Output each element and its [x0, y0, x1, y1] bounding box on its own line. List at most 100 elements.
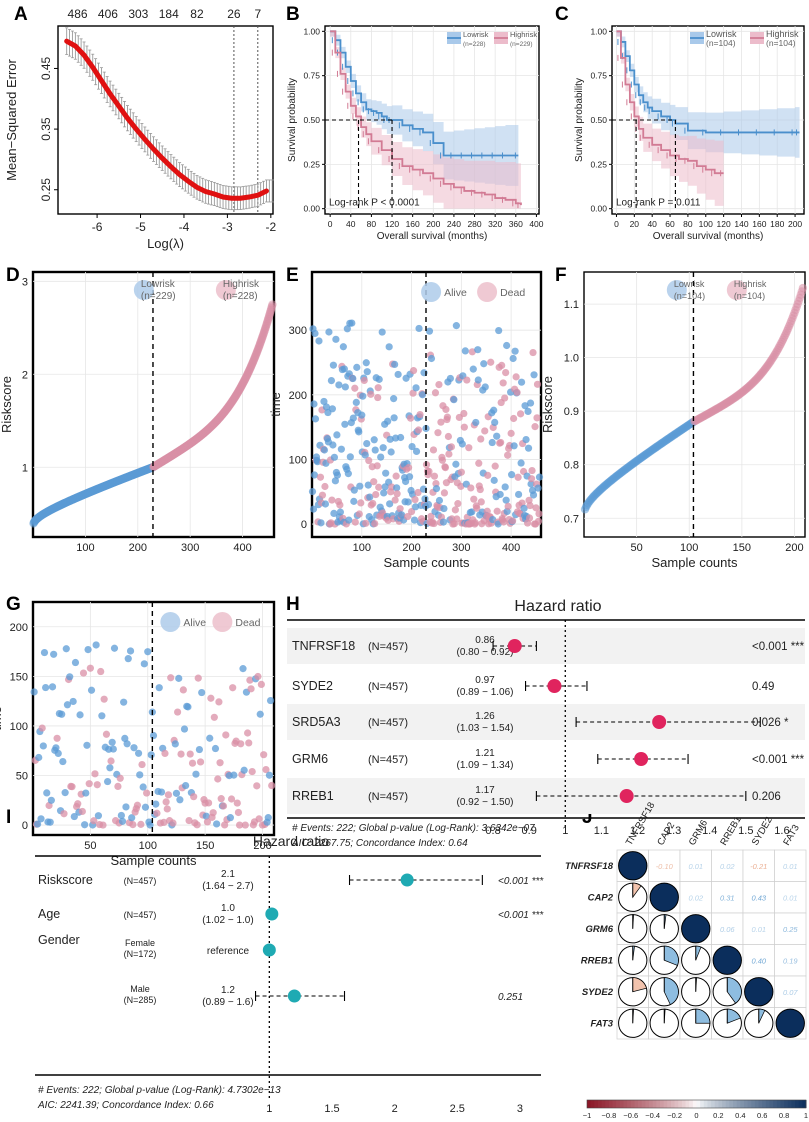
sample-point [81, 821, 89, 829]
sample-point [268, 781, 276, 790]
sample-point [501, 394, 509, 402]
colorbar-segment [787, 1100, 792, 1108]
sample-point [346, 453, 354, 461]
colorbar-segment [641, 1100, 646, 1108]
corr-cell [648, 849, 681, 882]
sample-point [256, 710, 264, 718]
top-axis-label: 82 [190, 7, 204, 21]
corr-cell [774, 975, 807, 1008]
sample-point [128, 814, 136, 822]
x-tick-label: 160 [752, 219, 766, 229]
x-tick-label: 3 [517, 1103, 523, 1115]
sample-point [92, 641, 100, 649]
corr-cell [742, 944, 775, 977]
x-tick-label: 1.3 [666, 825, 681, 837]
sample-point [411, 503, 420, 511]
x-tick-label: 150 [733, 542, 751, 554]
y-axis-title: Riskscore [0, 376, 14, 433]
sample-size: (N=285) [124, 995, 157, 1005]
sample-point [315, 337, 323, 345]
sample-point [501, 483, 509, 491]
x-tick-label: 2 [392, 1103, 398, 1115]
sample-point [351, 384, 359, 392]
colorbar-segment [802, 1100, 807, 1108]
sample-point [70, 812, 78, 821]
sample-point [415, 324, 423, 333]
colorbar-segment [594, 1100, 599, 1108]
sample-point [160, 818, 168, 827]
panel-h-forest: Hazard ratio TNFRSF18 (N=457) 0.86(0.80 − 0… [287, 598, 805, 849]
sample-point [391, 496, 399, 504]
sample-point [171, 740, 179, 748]
sample-point [496, 490, 504, 499]
sample-point [186, 750, 194, 758]
sample-point [386, 500, 394, 508]
covariate-name: Gender [38, 933, 80, 947]
sample-point [102, 730, 111, 738]
corr-coefficient: 0.25 [783, 925, 798, 934]
hr-point [287, 989, 301, 1003]
panel-f-riskscore: 50 100 150 200 0.7 0.8 0.9 1.0 1.1 Lowrisk (n=104)… [540, 271, 808, 570]
x-tick-label: 140 [734, 219, 748, 229]
p-value: 0.206 [752, 791, 781, 803]
sample-point [164, 791, 173, 799]
covariate-level: Female [125, 938, 155, 948]
colorbar-segment [689, 1100, 694, 1108]
x-tick-label: 40 [647, 219, 657, 229]
sample-point [240, 766, 248, 774]
sample-point [30, 688, 38, 696]
forest-footer: # Events: 222; Global p-value (Log-Rank)… [292, 823, 535, 834]
sample-point [59, 757, 67, 766]
sample-point [416, 410, 424, 419]
x-axis-title: Sample counts [384, 555, 470, 570]
y-tick-label: 200 [10, 622, 28, 634]
covariate-name: SRD5A3 [292, 715, 341, 729]
sample-point [38, 724, 46, 732]
sample-point [377, 453, 385, 461]
sample-point [435, 496, 444, 505]
sample-point [481, 427, 489, 435]
corr-coefficient: 0.01 [751, 925, 766, 934]
hr-point [262, 943, 276, 957]
sample-point [184, 703, 192, 711]
corr-cell [774, 912, 807, 945]
y-tick-label: 0.00 [590, 204, 607, 214]
top-axis-label: 406 [98, 7, 118, 21]
legend-label: Highrisk [766, 29, 799, 39]
hr-point [634, 752, 649, 766]
y-tick-label: 1.1 [564, 299, 579, 311]
colorbar-segment [674, 1100, 679, 1108]
sample-point [503, 341, 511, 350]
sample-point [74, 800, 82, 808]
sample-point [147, 751, 155, 759]
sample-point [244, 729, 252, 737]
y-axis-title: Survival probability [287, 78, 298, 162]
sample-point [470, 495, 478, 503]
sample-point [401, 477, 410, 486]
colorbar-segment [685, 1100, 690, 1108]
corr-coefficient: -0.21 [750, 862, 767, 871]
sample-point [351, 518, 359, 526]
colorbar-segment [612, 1100, 617, 1108]
sample-point [103, 777, 112, 786]
sample-point [311, 329, 319, 338]
colorbar-segment [663, 1100, 668, 1108]
colorbar-segment [601, 1100, 606, 1108]
hazard-ratio: 1.0 [221, 903, 235, 914]
sample-point [531, 423, 539, 431]
hr-point [547, 679, 562, 693]
sample-point [390, 395, 398, 403]
sample-point [182, 781, 190, 790]
confidence-band [330, 31, 521, 209]
x-axis-title: Overall survival (months) [653, 231, 764, 242]
sample-point [167, 674, 175, 682]
legend-marker [133, 280, 154, 300]
sample-point [320, 446, 329, 454]
colorbar-tick-label: −1 [583, 1111, 592, 1120]
covariate-level: Male [130, 984, 150, 994]
sample-point [461, 347, 469, 355]
sample-point [340, 365, 348, 373]
colorbar-segment [619, 1100, 624, 1108]
sample-point [514, 490, 523, 499]
